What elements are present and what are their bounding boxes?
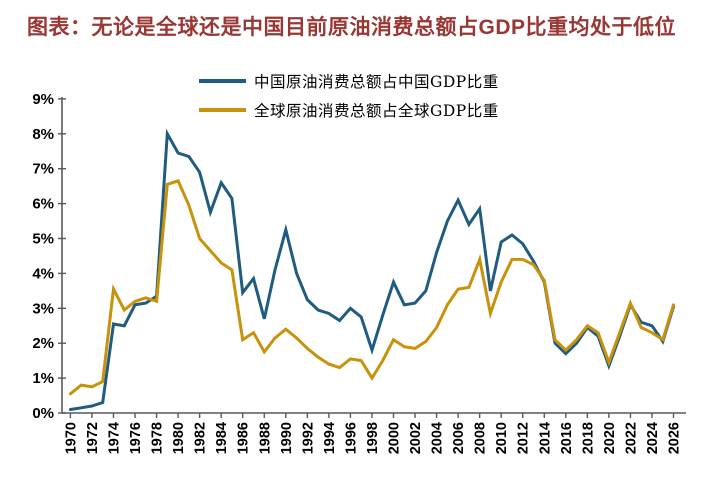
y-tick-label: 4%: [32, 265, 54, 282]
y-tick-label: 0%: [32, 405, 54, 422]
x-tick-label: 2008: [473, 422, 489, 454]
y-tick-label: 3%: [32, 300, 54, 317]
x-tick-label: 1990: [279, 422, 295, 454]
x-tick-label: 2016: [559, 422, 575, 454]
x-tick-label: 2014: [537, 422, 553, 454]
global-series-line: [68, 179, 675, 396]
x-tick-label: 1972: [85, 422, 101, 454]
y-tick-label: 8%: [32, 126, 54, 143]
legend-item-china: 中国原油消费总额占中国GDP比重: [199, 71, 499, 91]
x-tick-label: 1992: [300, 422, 316, 454]
x-tick-label: 2018: [580, 422, 596, 454]
x-tick-label: 1998: [365, 422, 381, 454]
x-tick-label: 2006: [451, 422, 467, 454]
y-tick-label: 5%: [32, 231, 54, 248]
x-tick-label: 1984: [214, 422, 230, 454]
y-tick-label: 6%: [32, 196, 54, 213]
x-tick-label: 1980: [171, 422, 187, 454]
legend-label-china: 中国原油消费总额占中国GDP比重: [254, 73, 499, 91]
x-tick-label: 1994: [322, 422, 338, 454]
x-tick-label: 2004: [430, 422, 446, 454]
y-tick-label: 7%: [32, 161, 54, 178]
x-tick-label: 2022: [623, 422, 639, 454]
y-tick-label: 2%: [32, 335, 54, 352]
x-tick-label: 1970: [63, 422, 79, 454]
x-tick-label: 1982: [193, 422, 209, 454]
china-line-swatch: [199, 79, 246, 83]
y-tick-label: 1%: [32, 370, 54, 387]
x-tick-label: 2000: [387, 422, 403, 454]
x-tick-label: 1976: [128, 422, 144, 454]
y-tick-label: 9%: [32, 91, 54, 108]
chart-title: 图表：无论是全球还是中国目前原油消费总额占GDP比重均处于低位: [27, 16, 677, 39]
x-tick-label: 1978: [150, 422, 166, 454]
x-tick-label: 1996: [343, 422, 359, 454]
x-tick-label: 2010: [494, 422, 510, 454]
x-tick-label: 2024: [645, 422, 661, 454]
x-tick-label: 2026: [667, 422, 683, 454]
legend-label-global: 全球原油消费总额占全球GDP比重: [254, 102, 499, 120]
x-tick-label: 1988: [257, 422, 273, 454]
global-line-swatch: [199, 108, 246, 112]
x-tick-label: 2012: [516, 422, 532, 454]
x-tick-label: 1986: [236, 422, 252, 454]
x-tick-label: 2002: [408, 422, 424, 454]
legend-item-global: 全球原油消费总额占全球GDP比重: [199, 100, 499, 120]
x-tick-label: 1974: [106, 422, 122, 454]
legend: 中国原油消费总额占中国GDP比重 全球原油消费总额占全球GDP比重: [199, 71, 499, 120]
x-tick-label: 2020: [602, 422, 618, 454]
china-series-line: [68, 128, 675, 411]
